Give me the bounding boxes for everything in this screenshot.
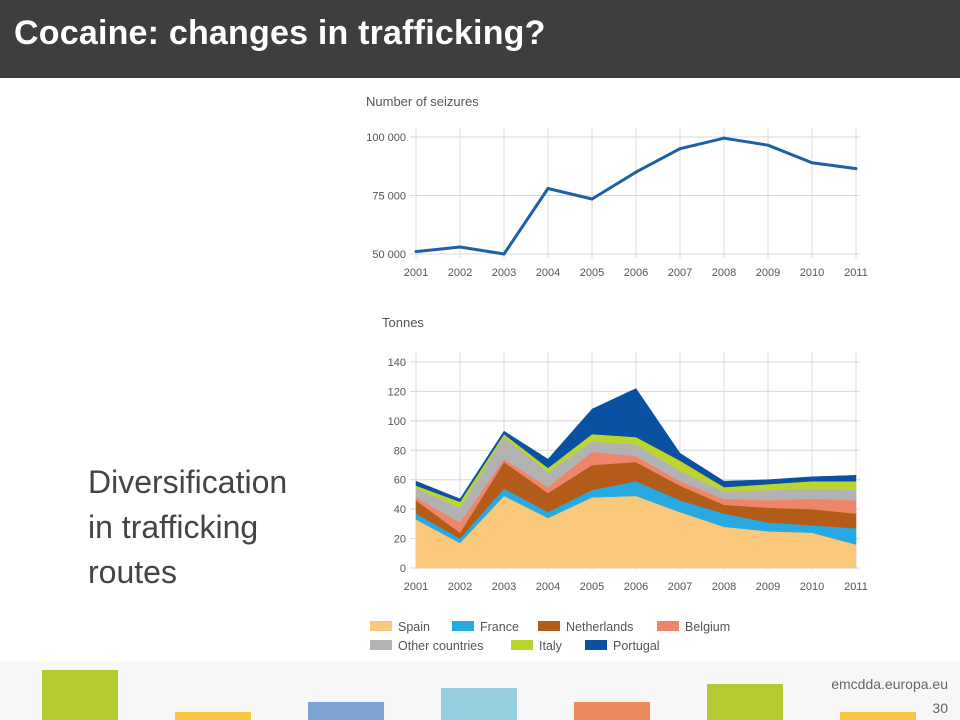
chart2-y-tick-label: 0	[400, 563, 406, 575]
chart2-x-tick-label: 2011	[844, 581, 868, 593]
chart1-point	[678, 147, 682, 151]
body-line-3: routes	[88, 554, 177, 590]
chart1-y-tick-label: 75 000	[372, 191, 406, 203]
chart2-x-tick-label: 2003	[492, 581, 516, 593]
chart2-title: Tonnes	[382, 315, 424, 330]
footer-color-block	[574, 702, 650, 720]
chart2-y-tick-label: 20	[394, 534, 406, 546]
chart1-x-tick-label: 2010	[800, 267, 824, 279]
chart1-title: Number of seizures	[366, 94, 479, 109]
legend-label-italy: Italy	[539, 639, 563, 653]
footer-url: emcdda.europa.eu	[831, 676, 948, 692]
chart2-x-tick-label: 2005	[580, 581, 604, 593]
chart1-y-tick-label: 50 000	[372, 249, 406, 261]
chart2-x-tick-label: 2007	[668, 581, 692, 593]
legend-label-portugal: Portugal	[613, 639, 660, 653]
chart1-x-tick-label: 2001	[404, 267, 428, 279]
chart1-point	[766, 143, 770, 147]
chart2-y-tick-label: 100	[388, 416, 406, 428]
chart2-x-tick-label: 2008	[712, 581, 736, 593]
chart1-x-tick-label: 2008	[712, 267, 736, 279]
chart2-y-tick-label: 80	[394, 445, 406, 457]
legend-label-netherlands: Netherlands	[566, 620, 633, 634]
chart2-y-tick-label: 120	[388, 386, 406, 398]
footer-color-block	[707, 684, 783, 720]
chart2-x-tick-label: 2004	[536, 581, 560, 593]
chart2-x-tick-label: 2001	[404, 581, 428, 593]
legend-label-other-countries: Other countries	[398, 639, 483, 653]
chart1-point	[546, 186, 550, 190]
chart1-point	[722, 136, 726, 140]
chart2-x-tick-label: 2009	[756, 581, 780, 593]
chart2-x-tick-label: 2010	[800, 581, 824, 593]
body-text: Diversification in trafficking routes	[88, 460, 348, 595]
legend-swatch-netherlands	[538, 621, 560, 631]
chart1-x-tick-label: 2011	[844, 267, 868, 279]
footer-color-block	[441, 688, 517, 720]
chart1-y-tick-label: 100 000	[366, 132, 406, 144]
chart1-x-tick-label: 2004	[536, 267, 560, 279]
body-line-1: Diversification	[88, 464, 288, 500]
body-line-2: in trafficking	[88, 509, 259, 545]
area-portugal	[415, 388, 857, 503]
chart2-y-tick-label: 140	[388, 357, 406, 369]
legend-label-belgium: Belgium	[685, 620, 730, 634]
legend-swatch-other-countries	[370, 640, 392, 650]
legend-label-spain: Spain	[398, 620, 430, 634]
footer-color-block	[308, 702, 384, 720]
chart1-point	[590, 197, 594, 201]
legend-swatch-spain	[370, 621, 392, 631]
chart1-x-tick-label: 2009	[756, 267, 780, 279]
slide-title: Cocaine: changes in trafficking?	[14, 14, 546, 52]
legend-swatch-italy	[511, 640, 533, 650]
title-bar: Cocaine: changes in trafficking?	[0, 0, 960, 78]
chart1-point	[810, 161, 814, 165]
chart2-y-tick-label: 60	[394, 475, 406, 487]
chart1-point	[458, 245, 462, 249]
page-number: 30	[932, 700, 948, 716]
footer-color-block	[175, 712, 251, 720]
chart1-x-tick-label: 2007	[668, 267, 692, 279]
legend-swatch-portugal	[585, 640, 607, 650]
footer-color-block	[42, 670, 118, 720]
chart1-x-tick-label: 2003	[492, 267, 516, 279]
chart1-point	[634, 170, 638, 174]
chart1-x-tick-label: 2006	[624, 267, 648, 279]
chart1-point	[854, 167, 858, 171]
chart2-x-tick-label: 2002	[448, 581, 472, 593]
footer-color-block	[840, 712, 916, 720]
chart1-point	[414, 250, 418, 254]
chart1-point	[502, 252, 506, 256]
legend-swatch-belgium	[657, 621, 679, 631]
chart2-y-tick-label: 40	[394, 504, 406, 516]
chart2-x-tick-label: 2006	[624, 581, 648, 593]
chart1-x-tick-label: 2005	[580, 267, 604, 279]
legend-swatch-france	[452, 621, 474, 631]
legend-label-france: France	[480, 620, 519, 634]
chart1-x-tick-label: 2002	[448, 267, 472, 279]
